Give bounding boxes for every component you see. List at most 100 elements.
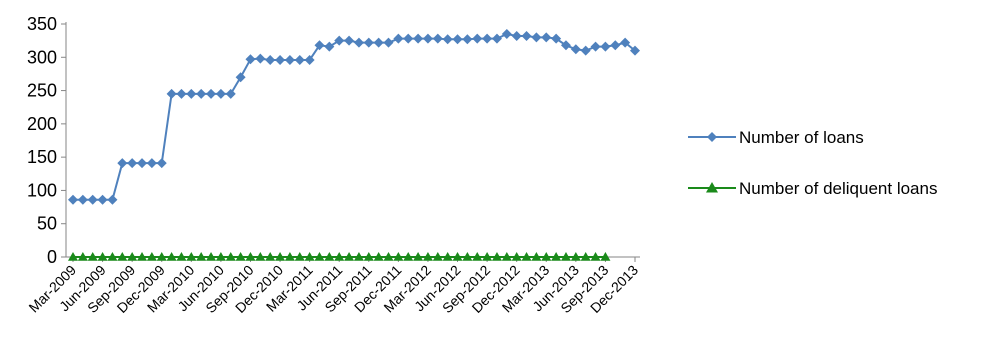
y-tick-label: 150 — [27, 147, 57, 167]
data-point-triangle — [580, 252, 591, 261]
y-tick-label: 200 — [27, 114, 57, 134]
data-point-triangle — [275, 252, 286, 261]
y-tick-label: 300 — [27, 47, 57, 67]
data-point-diamond — [590, 41, 601, 52]
data-point-diamond — [117, 158, 128, 169]
legend-marker-diamond — [707, 132, 717, 142]
data-point-diamond — [275, 54, 286, 65]
data-point-triangle — [403, 252, 414, 261]
data-point-triangle — [294, 252, 305, 261]
data-point-triangle — [127, 252, 138, 261]
data-point-diamond — [580, 45, 591, 56]
data-point-triangle — [215, 252, 226, 261]
data-point-triangle — [570, 252, 581, 261]
data-point-diamond — [166, 88, 177, 99]
data-point-triangle — [235, 252, 246, 261]
data-point-triangle — [137, 252, 148, 261]
data-point-triangle — [344, 252, 355, 261]
data-point-diamond — [422, 33, 433, 44]
y-tick-label: 50 — [37, 214, 57, 234]
data-point-triangle — [373, 252, 384, 261]
data-point-diamond — [294, 54, 305, 65]
series-line — [73, 32, 636, 201]
data-point-triangle — [521, 252, 532, 261]
data-point-diamond — [68, 194, 78, 205]
data-point-diamond — [156, 158, 167, 169]
data-point-triangle — [334, 252, 345, 261]
data-point-diamond — [570, 44, 581, 55]
data-point-triangle — [531, 252, 542, 261]
y-tick-label: 0 — [47, 247, 57, 267]
data-point-triangle — [284, 252, 295, 261]
data-point-diamond — [373, 37, 384, 48]
data-point-diamond — [137, 158, 148, 169]
data-point-diamond — [600, 41, 611, 52]
data-point-diamond — [560, 40, 571, 51]
data-point-diamond — [383, 37, 394, 48]
legend-marker-triangle — [706, 182, 718, 193]
data-point-triangle — [225, 252, 236, 261]
chart-axes — [65, 22, 640, 258]
data-point-triangle — [472, 252, 483, 261]
legend-label: Number of loans — [739, 128, 864, 147]
data-point-triangle — [117, 252, 128, 261]
legend-label: Number of deliquent loans — [739, 179, 937, 198]
data-point-diamond — [265, 54, 276, 65]
data-point-diamond — [334, 35, 345, 46]
data-point-diamond — [87, 194, 98, 205]
data-point-diamond — [363, 37, 374, 48]
data-point-triangle — [452, 252, 463, 261]
data-point-triangle — [462, 252, 473, 261]
data-point-diamond — [521, 30, 532, 41]
data-point-triangle — [600, 252, 611, 261]
data-point-triangle — [196, 252, 207, 261]
x-axis-ticks: Mar-2009Jun-2009Sep-2009Dec-2009Mar-2010… — [25, 257, 641, 316]
data-point-triangle — [363, 252, 374, 261]
data-point-triangle — [156, 252, 167, 261]
data-point-triangle — [97, 252, 108, 261]
legend-item: Number of deliquent loans — [688, 179, 937, 198]
data-point-triangle — [87, 252, 98, 261]
series-number-of-deliquent-loans — [68, 252, 611, 261]
data-point-diamond — [393, 33, 404, 44]
series-number-of-loans — [68, 28, 640, 205]
data-point-triangle — [77, 252, 88, 261]
data-point-diamond — [235, 72, 246, 83]
legend-item: Number of loans — [688, 128, 864, 147]
data-point-triangle — [176, 252, 187, 261]
data-point-diamond — [344, 35, 355, 46]
data-point-diamond — [97, 194, 108, 205]
data-point-diamond — [551, 33, 562, 44]
y-tick-label: 100 — [27, 180, 57, 200]
data-point-diamond — [620, 37, 631, 48]
y-tick-label: 350 — [27, 14, 57, 34]
data-point-diamond — [255, 53, 266, 64]
data-point-diamond — [452, 34, 463, 45]
data-point-diamond — [413, 33, 424, 44]
data-point-triangle — [265, 252, 276, 261]
data-point-diamond — [610, 40, 621, 51]
data-point-triangle — [255, 252, 266, 261]
data-point-diamond — [225, 88, 236, 99]
data-point-triangle — [166, 252, 177, 261]
data-point-triangle — [551, 252, 562, 261]
series-group — [68, 28, 640, 261]
data-point-triangle — [442, 252, 453, 261]
data-point-diamond — [482, 33, 493, 44]
data-point-diamond — [304, 54, 315, 65]
data-point-diamond — [206, 88, 217, 99]
data-point-triangle — [541, 252, 552, 261]
data-point-diamond — [314, 40, 325, 51]
data-point-diamond — [501, 28, 512, 39]
y-axis-ticks: 0 50 100 150 200 250 300 350 — [27, 14, 66, 267]
data-point-diamond — [176, 88, 187, 99]
data-point-diamond — [245, 54, 256, 65]
data-point-triangle — [491, 252, 502, 261]
data-point-triangle — [353, 252, 364, 261]
data-point-diamond — [127, 158, 138, 169]
data-point-triangle — [146, 252, 157, 261]
data-point-diamond — [531, 32, 542, 43]
data-point-triangle — [107, 252, 118, 261]
data-point-diamond — [462, 34, 473, 45]
data-point-triangle — [413, 252, 424, 261]
